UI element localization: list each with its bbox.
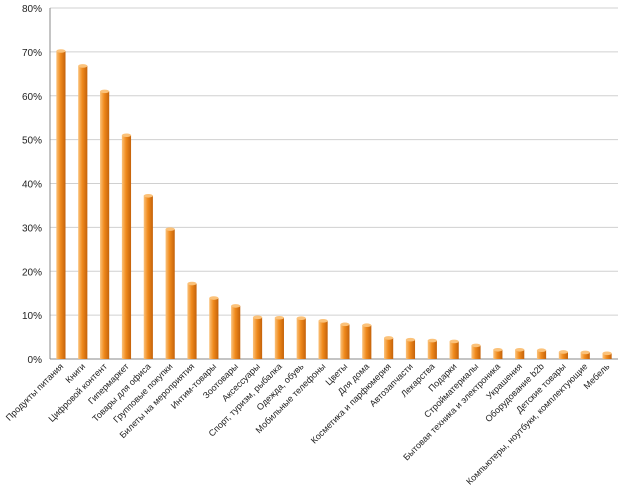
y-tick-label: 0%: [28, 355, 43, 366]
y-tick-label: 70%: [22, 48, 42, 59]
bar-cap: [536, 348, 547, 353]
bar-cap: [252, 315, 263, 320]
bar: [362, 323, 372, 359]
bar-body: [209, 298, 219, 359]
bar-body: [580, 352, 590, 359]
bar: [209, 296, 219, 359]
bar-cap: [580, 350, 590, 355]
bar-body: [515, 349, 525, 359]
bar-cap: [318, 319, 328, 323]
bar-body: [274, 317, 284, 359]
bar-cap: [493, 347, 503, 352]
bar-cap: [405, 337, 416, 342]
bar-body: [187, 283, 197, 359]
bar-cap: [427, 338, 437, 343]
bar: [56, 49, 66, 360]
bar-body: [143, 195, 153, 359]
bar-body: [121, 135, 132, 359]
bar: [121, 133, 132, 359]
bar-cap: [274, 315, 284, 320]
bar-body: [231, 305, 241, 359]
bar: [187, 281, 197, 359]
gridlines: [50, 7, 618, 360]
bar-cap: [449, 339, 459, 344]
bar: [78, 64, 88, 359]
y-tick-label: 80%: [22, 4, 42, 15]
bar-body: [165, 229, 175, 359]
bar-cap: [384, 336, 394, 340]
bar-cap: [515, 347, 525, 352]
bar-cap: [296, 316, 306, 320]
bar-cap: [209, 296, 219, 300]
bar-body: [384, 337, 394, 359]
bar-body: [252, 317, 263, 359]
bar: [405, 337, 416, 359]
bar-body: [100, 91, 110, 360]
bar-body: [78, 65, 88, 359]
bar-body: [56, 50, 66, 360]
bar-body: [318, 320, 328, 359]
bar-body: [449, 341, 459, 359]
bar-body: [471, 345, 481, 359]
bar-cap: [471, 343, 481, 348]
bar-cap: [100, 89, 110, 94]
bar: [536, 348, 547, 359]
bar-body: [536, 350, 547, 359]
bar-body: [296, 318, 306, 359]
bar-body: [427, 340, 437, 359]
bar: [602, 351, 612, 359]
y-tick-label: 20%: [22, 267, 42, 278]
y-tick-label: 40%: [22, 180, 42, 191]
bar-cap: [165, 227, 175, 231]
bar: [296, 316, 306, 359]
y-tick-label: 30%: [22, 223, 42, 234]
bar: [100, 89, 110, 360]
bar-cap: [121, 133, 132, 138]
bar-body: [558, 351, 568, 359]
bar-cap: [340, 322, 350, 327]
bar-cap: [558, 350, 568, 354]
y-tick-label: 10%: [22, 311, 42, 322]
bar: [274, 315, 284, 359]
bar: [493, 347, 503, 359]
y-tick-label: 60%: [22, 92, 42, 103]
bar-body: [405, 339, 416, 359]
bar-cap: [362, 323, 372, 328]
bar-cap: [187, 281, 197, 286]
bar: [340, 322, 350, 359]
bar: [231, 304, 241, 359]
bar-cap: [143, 193, 153, 198]
bar-body: [362, 325, 372, 359]
bar: [165, 227, 175, 359]
bar-cap: [78, 64, 88, 68]
bar-cap: [56, 49, 66, 53]
bar: [427, 338, 437, 359]
bar-cap: [231, 304, 241, 308]
bar: [515, 347, 525, 359]
bar-cap: [602, 351, 612, 356]
bar: [471, 343, 481, 359]
bar: [449, 339, 459, 359]
bar: [558, 350, 568, 359]
bar: [580, 350, 590, 359]
bar-body: [602, 353, 612, 359]
bar: [252, 315, 263, 359]
bar-body: [493, 349, 503, 359]
bar-body: [340, 324, 350, 359]
y-tick-labels: 0% 10% 20% 30% 40% 50% 60% 70% 80%: [22, 4, 42, 366]
bars: [56, 49, 612, 360]
y-tick-label: 50%: [22, 136, 42, 147]
bar: [384, 336, 394, 359]
bar: [143, 193, 153, 359]
bar: [318, 319, 328, 359]
